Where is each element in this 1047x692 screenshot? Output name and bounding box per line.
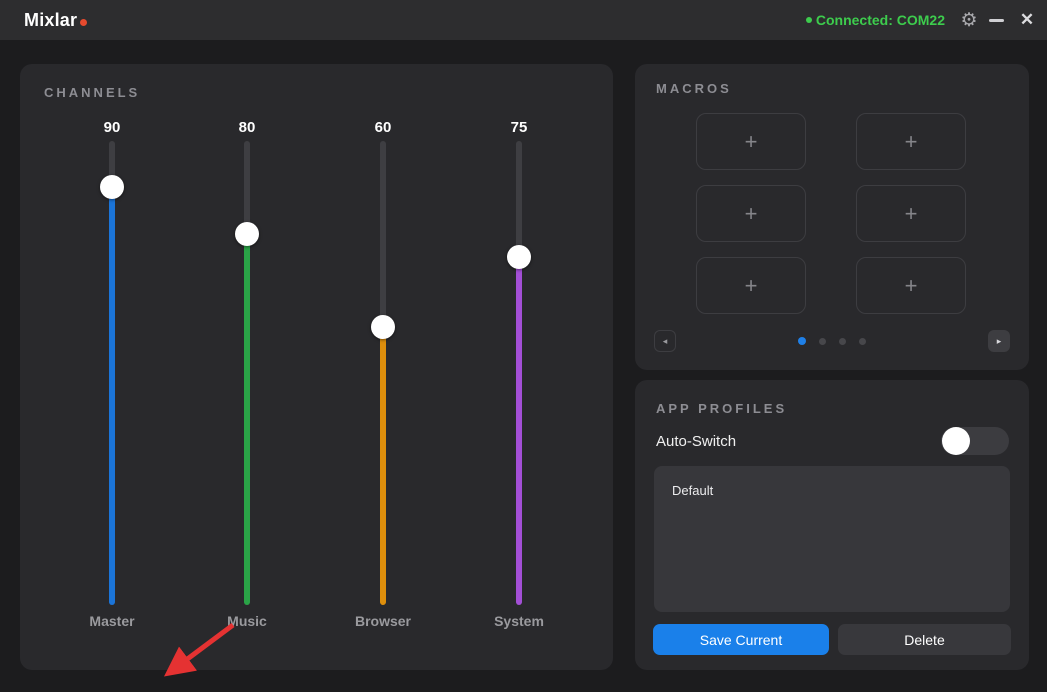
status-dot-icon [805,17,812,23]
plus-icon: + [904,128,918,154]
macro-slot-add-button[interactable]: + [696,113,806,170]
app-logo: Mixlar [24,9,88,31]
toggle-knob[interactable] [942,427,970,455]
channels-title: CHANNELS [44,85,141,100]
slider-thumb[interactable] [507,245,531,269]
auto-switch-label: Auto-Switch [656,432,737,450]
close-button[interactable]: ✕ [1013,0,1047,40]
slider-thumb[interactable] [100,175,124,200]
channel-strip: 90 Master [62,118,162,629]
slider-fill [516,257,522,605]
app-profiles-panel: APP PROFILES Auto-Switch Default Save Cu… [635,380,1029,670]
plus-icon: + [744,128,758,154]
close-icon: ✕ [1019,10,1035,29]
macros-title: MACROS [656,81,732,96]
slider-fill [244,233,250,605]
pagination-dot[interactable] [798,337,806,345]
app-title: Mixlar [24,9,78,30]
channel-value: 60 [374,119,392,136]
volume-slider[interactable] [235,141,259,605]
minimize-button[interactable] [979,0,1013,40]
channel-value: 80 [238,119,256,136]
delete-button[interactable]: Delete [838,624,1011,655]
gear-icon: ⚙ [960,9,978,31]
plus-icon: + [904,272,918,298]
app-profiles-title: APP PROFILES [656,401,788,416]
macros-next-button[interactable]: ▸ [988,330,1010,352]
prev-arrow-icon: ◂ [662,335,668,346]
auto-switch-toggle[interactable] [941,427,1009,455]
pagination-dots [635,330,1029,352]
channel-label: Music [227,613,267,629]
save-current-button[interactable]: Save Current [653,624,829,655]
plus-icon: + [904,200,918,226]
slider-fill [380,326,386,605]
channel-label: System [494,613,544,629]
plus-icon: + [744,200,758,226]
volume-slider[interactable] [371,141,395,605]
channel-label: Browser [354,613,412,629]
plus-icon: + [744,272,758,298]
channel-value: 90 [103,119,121,136]
titlebar: Mixlar Connected: COM22 ⚙ ✕ [0,0,1047,40]
volume-slider[interactable] [507,141,531,605]
channel-strip: 60 Browser [333,118,433,629]
slider-thumb[interactable] [371,314,395,339]
macros-pagination: ◂ ▸ [635,330,1029,352]
macro-slot-add-button[interactable]: + [856,185,966,242]
channels-panel: CHANNELS 90 Master 80 Music 60 Browser 7… [20,64,613,677]
volume-slider[interactable] [100,141,124,605]
macro-grid: + + + + + + [696,113,966,314]
macros-prev-button[interactable]: ◂ [654,330,676,352]
logo-dot-icon [80,18,88,26]
macros-panel: MACROS + + + + + + ◂ ▸ [635,64,1029,370]
minimize-icon [988,18,1004,22]
macro-slot-add-button[interactable]: + [696,185,806,242]
macro-slot-add-button[interactable]: + [856,257,966,314]
profile-list-item[interactable]: Default [672,483,714,498]
channel-value: 75 [510,119,528,136]
slider-thumb[interactable] [235,221,259,246]
connection-status-text: Connected: COM22 [815,12,945,28]
connection-status: Connected: COM22 [805,12,945,28]
pagination-dot[interactable] [839,337,846,345]
pagination-dot[interactable] [859,337,866,345]
channel-strip: 75 System [469,118,569,629]
macro-slot-add-button[interactable]: + [696,257,806,314]
next-arrow-icon: ▸ [996,335,1002,346]
slider-fill [109,187,115,605]
channel-strip: 80 Music [197,118,297,629]
pagination-dot[interactable] [819,337,826,345]
profiles-list[interactable]: Default [654,466,1010,612]
settings-button[interactable]: ⚙ [945,0,979,40]
channel-label: Master [89,613,135,629]
macro-slot-add-button[interactable]: + [856,113,966,170]
